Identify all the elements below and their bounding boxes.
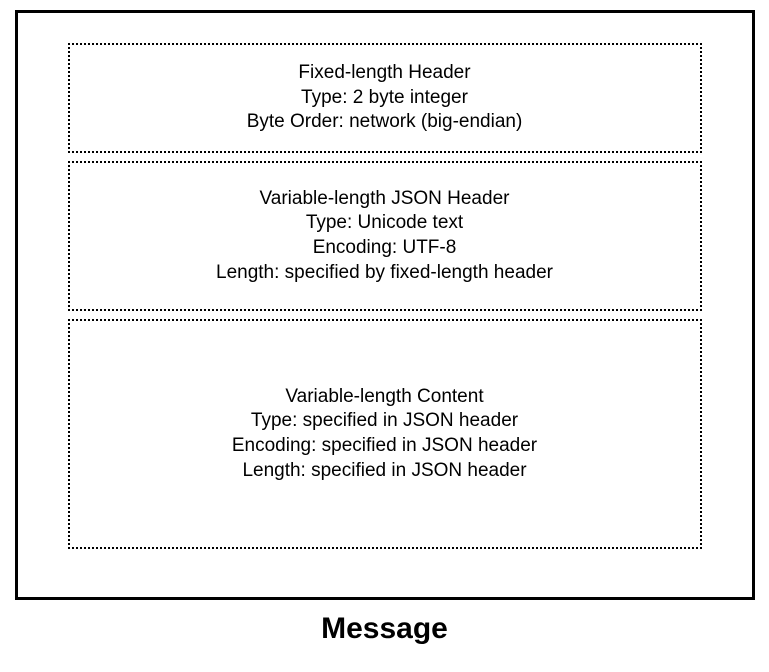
json-header-title: Variable-length JSON Header: [260, 187, 510, 212]
content-length: Length: specified in JSON header: [242, 459, 526, 484]
content-encoding: Encoding: specified in JSON header: [232, 434, 537, 459]
json-header-length: Length: specified by fixed-length header: [216, 261, 553, 286]
json-header-box: Variable-length JSON Header Type: Unicod…: [68, 161, 702, 311]
fixed-header-box: Fixed-length Header Type: 2 byte integer…: [68, 43, 702, 153]
message-diagram-container: Fixed-length Header Type: 2 byte integer…: [15, 10, 755, 600]
json-header-type: Type: Unicode text: [306, 211, 463, 236]
json-header-encoding: Encoding: UTF-8: [313, 236, 457, 261]
diagram-caption: Message: [321, 612, 448, 646]
fixed-header-type: Type: 2 byte integer: [301, 86, 468, 111]
content-box: Variable-length Content Type: specified …: [68, 319, 702, 549]
content-title: Variable-length Content: [285, 385, 483, 410]
fixed-header-title: Fixed-length Header: [298, 61, 470, 86]
content-type: Type: specified in JSON header: [251, 409, 518, 434]
fixed-header-byteorder: Byte Order: network (big-endian): [247, 110, 523, 135]
